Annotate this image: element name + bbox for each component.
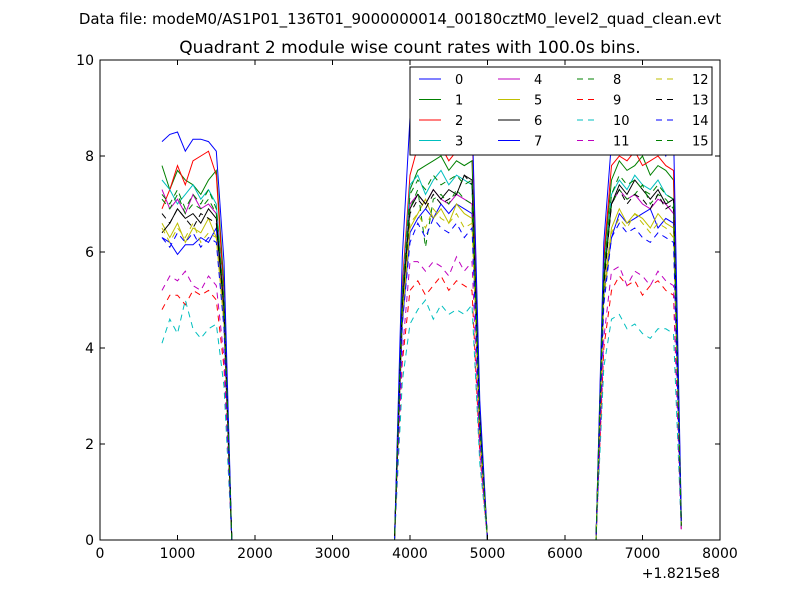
legend-label-11: 11 xyxy=(613,135,630,150)
series-layer xyxy=(161,107,682,540)
legend-label-3: 3 xyxy=(455,135,463,150)
series-line-13 xyxy=(161,174,682,540)
y-tick-label: 6 xyxy=(85,245,94,261)
x-tick-label: 0 xyxy=(96,546,105,562)
series-line-8 xyxy=(161,183,682,540)
legend-label-12: 12 xyxy=(692,73,709,88)
y-tick-label: 0 xyxy=(85,533,94,549)
legend-label-13: 13 xyxy=(692,94,709,109)
chart-title: Quadrant 2 module wise count rates with … xyxy=(179,38,640,58)
series-line-1 xyxy=(161,155,682,540)
series-line-12 xyxy=(161,207,682,540)
legend-label-0: 0 xyxy=(455,73,463,88)
legend-label-10: 10 xyxy=(613,114,630,129)
y-tick-label: 4 xyxy=(85,341,94,357)
series-line-0 xyxy=(161,203,682,540)
series-line-10 xyxy=(161,299,682,540)
suptitle: Data file: modeM0/AS1P01_136T01_90000000… xyxy=(79,10,721,29)
y-tick-label: 8 xyxy=(85,149,94,165)
x-tick-label: 5000 xyxy=(470,546,506,562)
legend-label-2: 2 xyxy=(455,114,463,129)
legend-label-14: 14 xyxy=(692,114,709,129)
legend-label-15: 15 xyxy=(692,135,709,150)
legend-label-4: 4 xyxy=(534,73,542,88)
x-tick-label: 6000 xyxy=(547,546,583,562)
legend-label-7: 7 xyxy=(534,135,542,150)
series-line-3 xyxy=(161,169,682,540)
legend-label-5: 5 xyxy=(534,94,542,109)
x-tick-label: 1000 xyxy=(160,546,196,562)
y-tick-label: 10 xyxy=(76,53,94,69)
series-line-5 xyxy=(161,198,682,540)
x-tick-label: 7000 xyxy=(625,546,661,562)
legend-label-8: 8 xyxy=(613,73,621,88)
x-tick-label: 3000 xyxy=(315,546,351,562)
x-tick-label: 8000 xyxy=(702,546,738,562)
series-line-6 xyxy=(161,174,682,540)
x-offset-label: +1.8215e8 xyxy=(642,566,720,582)
legend-label-1: 1 xyxy=(455,94,463,109)
legend-label-6: 6 xyxy=(534,114,542,129)
legend-label-9: 9 xyxy=(613,94,621,109)
y-tick-label: 2 xyxy=(85,437,94,453)
x-tick-label: 2000 xyxy=(237,546,273,562)
x-tick-label: 4000 xyxy=(392,546,428,562)
